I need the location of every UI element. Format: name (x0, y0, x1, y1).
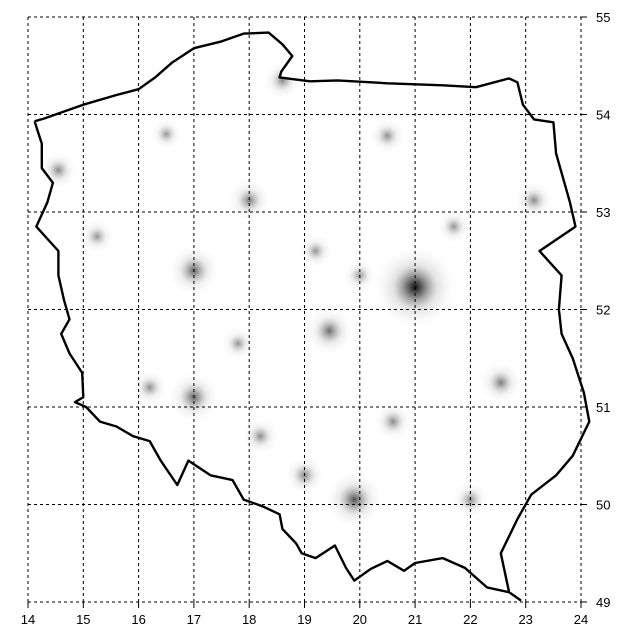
x-tick-label: 14 (21, 612, 35, 627)
density-hotspot (513, 179, 555, 221)
x-tick-label: 24 (574, 612, 588, 627)
density-hotspot (323, 469, 385, 531)
x-tick-label: 16 (131, 612, 145, 627)
density-hotspot (435, 208, 473, 246)
y-tick-label: 51 (596, 400, 610, 415)
density-hotspot (477, 359, 524, 406)
y-tick-labels: 55 54 53 52 51 50 49 (596, 10, 610, 610)
x-tick-label: 20 (353, 612, 367, 627)
x-tick-label: 21 (408, 612, 422, 627)
poland-border-line (33, 31, 591, 602)
density-hotspot (219, 325, 257, 362)
y-tick-label: 50 (596, 498, 610, 513)
x-tick-label: 22 (463, 612, 477, 627)
y-tick-label: 53 (596, 205, 610, 220)
density-hotspot (78, 217, 116, 255)
country-border (33, 31, 591, 602)
y-tick-label: 55 (596, 10, 610, 25)
density-hotspot (226, 177, 273, 224)
density-hotspot (372, 401, 414, 443)
density-layer (37, 59, 555, 531)
density-hotspot (303, 304, 356, 357)
x-tick-label: 17 (187, 612, 201, 627)
density-hotspot (148, 116, 184, 152)
y-tick-label: 54 (596, 108, 610, 123)
density-hotspot (240, 416, 281, 457)
y-tick-label: 52 (596, 303, 610, 318)
y-tick-label: 49 (596, 595, 610, 610)
x-tick-labels: 14 15 16 17 18 19 20 21 22 23 24 (21, 612, 588, 627)
density-hotspot (297, 232, 335, 270)
x-tick-label: 15 (76, 612, 90, 627)
density-hotspot (130, 368, 170, 407)
density-hotspot (368, 116, 407, 156)
x-tick-label: 19 (297, 612, 311, 627)
x-tick-label: 18 (242, 612, 256, 627)
gridlines (27, 16, 587, 608)
x-tick-label: 23 (518, 612, 532, 627)
